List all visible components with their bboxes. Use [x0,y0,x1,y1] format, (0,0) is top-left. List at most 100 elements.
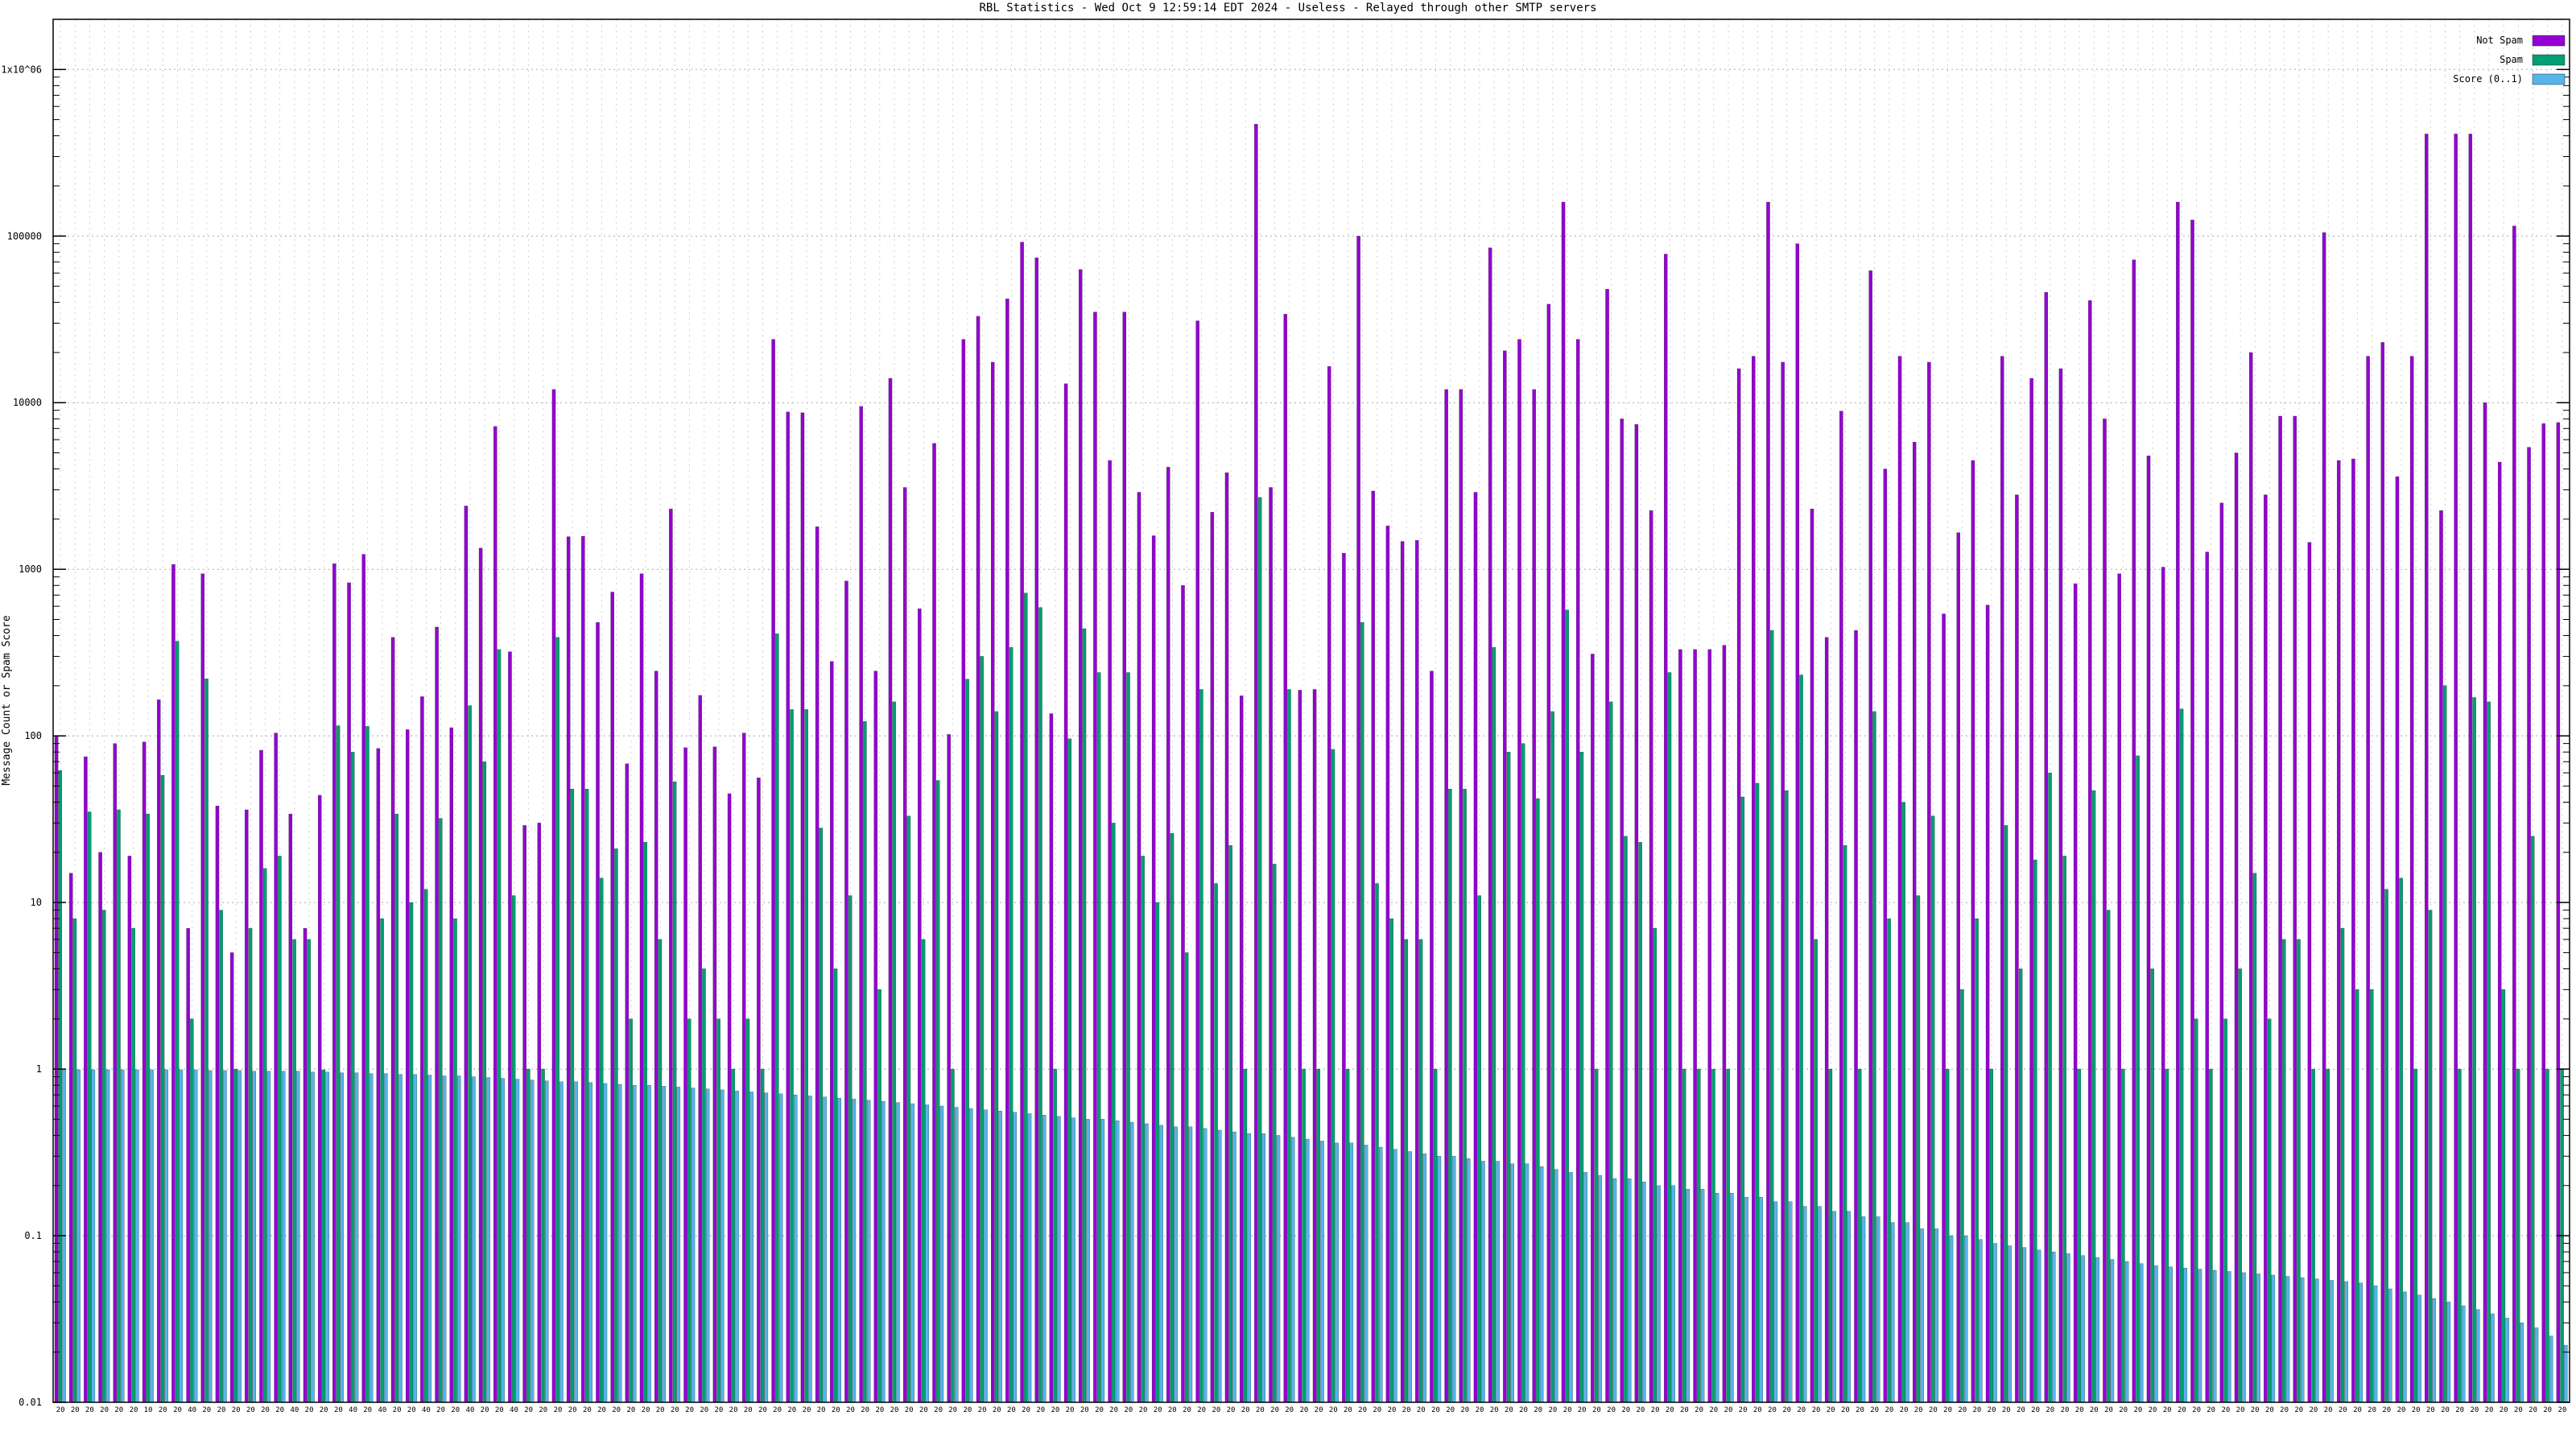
legend-swatch [2532,54,2566,66]
x-tick-label: 20 [2557,1406,2566,1414]
bar-spam [2384,889,2388,1403]
bar-spam [1038,607,1042,1403]
bar-spam [1331,749,1335,1403]
x-tick-label: 20 [1651,1406,1660,1414]
x-tick-label: 20 [1241,1406,1250,1414]
bar-score-0-1- [1525,1163,1530,1403]
bar-score-0-1- [1393,1149,1397,1403]
bar-score-0-1- [2124,1261,2129,1403]
bar-score-0-1- [2432,1298,2436,1403]
bar-spam [1302,1068,1306,1403]
bar-spam [336,725,341,1403]
x-tick-label: 20 [1358,1406,1367,1414]
x-tick-label: 20 [2412,1406,2421,1414]
x-axis-labels: 20 20 20 20 20 20 10 20 20 40 20 20 20 20 20 20 40 20 20 20… [56,1406,2567,1414]
bar-score-0-1- [1612,1178,1617,1403]
x-tick-label: 20 [261,1406,270,1414]
x-tick-label: 20 [2061,1406,2070,1414]
bar-not-spam [186,928,190,1403]
x-tick-label: 20 [1505,1406,1513,1414]
bar-not-spam [2468,134,2473,1403]
bar-spam [555,637,559,1403]
bar-score-0-1- [2227,1271,2231,1403]
bar-score-0-1- [2242,1272,2246,1403]
bar-score-0-1- [340,1072,345,1403]
x-tick-label: 20 [846,1406,855,1414]
bar-score-0-1- [91,1069,96,1403]
bar-spam [2062,856,2066,1403]
x-tick-label: 20 [1739,1406,1748,1414]
bar-not-spam [1195,320,1199,1403]
x-tick-label: 20 [2397,1406,2406,1414]
bar-not-spam [2015,494,2019,1403]
x-tick-label: 20 [787,1406,796,1414]
bar-not-spam [1942,613,1946,1403]
x-tick-label: 20 [2090,1406,2099,1414]
x-tick-label: 40 [290,1406,299,1414]
bar-spam [453,918,457,1403]
bar-spam [117,809,121,1403]
bar-spam [2472,697,2476,1403]
bar-score-0-1- [1349,1142,1354,1403]
bar-spam [2399,877,2403,1403]
bar-spam [2516,1068,2520,1403]
bar-score-0-1- [515,1079,520,1403]
x-tick-label: 20 [2017,1406,2025,1414]
x-tick-label: 20 [2221,1406,2230,1414]
bar-score-0-1- [120,1069,125,1403]
bar-spam [1506,752,1511,1403]
bar-score-0-1- [2344,1281,2348,1403]
bar-not-spam [932,443,936,1403]
bar-spam [1067,738,1072,1403]
bar-score-0-1- [252,1071,257,1403]
bar-spam [1345,1068,1350,1403]
bar-score-0-1- [1818,1206,1822,1403]
bar-spam [1843,845,1847,1403]
bar-not-spam [1664,254,1668,1403]
x-tick-label: 20 [1022,1406,1030,1414]
bar-not-spam [2337,460,2341,1403]
x-tick-label: 20 [2002,1406,2011,1414]
x-tick-label: 40 [188,1406,196,1414]
bar-not-spam [1927,361,1931,1403]
bar-spam [1960,989,1964,1403]
x-tick-label: 20 [1270,1406,1279,1414]
bar-spam [1096,672,1101,1403]
bar-not-spam [1005,299,1009,1403]
bar-score-0-1- [1306,1138,1310,1403]
bar-not-spam [757,778,761,1403]
bar-score-0-1- [1642,1182,1646,1403]
x-tick-label: 20 [2426,1406,2435,1414]
bar-score-0-1- [223,1070,227,1403]
bar-not-spam [2366,356,2370,1403]
bar-score-0-1- [193,1069,198,1403]
bar-score-0-1- [2212,1269,2217,1403]
bar-not-spam [888,378,893,1403]
bar-score-0-1- [1861,1216,1866,1403]
bar-not-spam [2176,201,2180,1403]
bar-not-spam [727,793,732,1403]
bar-score-0-1- [2564,1344,2568,1403]
x-tick-label: 20 [1315,1406,1323,1414]
bar-not-spam [961,339,966,1403]
x-tick-label: 20 [1446,1406,1455,1414]
bar-not-spam [2497,461,2502,1403]
bar-score-0-1- [1130,1121,1134,1403]
bar-score-0-1- [866,1100,871,1403]
bar-score-0-1- [354,1072,359,1403]
x-tick-label: 20 [130,1406,138,1414]
bar-score-0-1- [559,1081,564,1403]
bar-score-0-1- [2330,1280,2334,1403]
bar-score-0-1- [998,1111,1002,1403]
bar-score-0-1- [647,1084,651,1403]
bar-spam [760,1068,765,1403]
bar-score-0-1- [794,1094,798,1403]
bar-score-0-1- [1979,1239,1983,1403]
bar-not-spam [1093,312,1097,1403]
bar-not-spam [98,852,102,1403]
bar-score-0-1- [413,1074,417,1403]
bar-spam [629,1018,633,1403]
bar-score-0-1- [705,1088,710,1403]
bar-not-spam [1605,289,1609,1403]
bar-spam [1785,790,1789,1403]
